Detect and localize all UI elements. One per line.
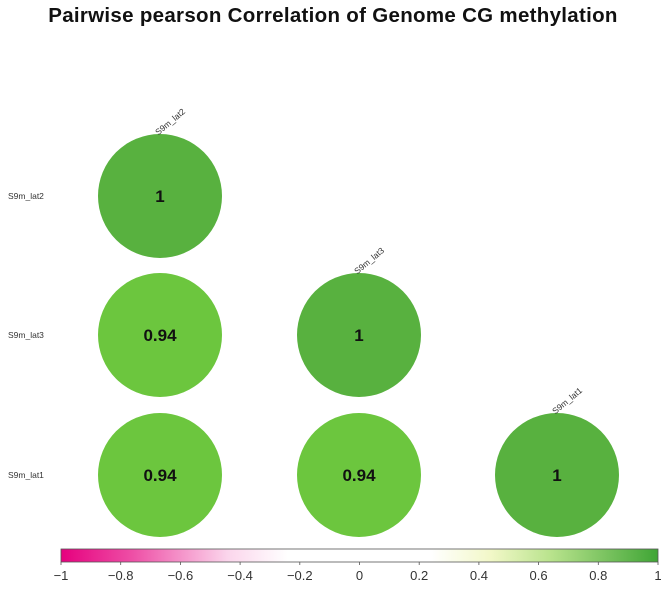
correlation-value-label: 0.94 xyxy=(143,466,177,485)
matrix-cells: 1 0.94 1 0.94 0.94 1 xyxy=(98,134,619,537)
correlation-circle xyxy=(297,413,421,537)
colorbar-tick-label: 1 xyxy=(654,568,661,583)
colorbar-tick-label: 0 xyxy=(356,568,363,583)
colorbar-gradient xyxy=(60,548,659,563)
colorbar-tick-label: 0.6 xyxy=(530,568,548,583)
colorbar-tick-label: 0.8 xyxy=(589,568,607,583)
colorbar-tick-label: −0.6 xyxy=(168,568,194,583)
correlation-value-label: 0.94 xyxy=(342,466,376,485)
correlation-circle xyxy=(98,413,222,537)
correlation-circle xyxy=(98,134,222,258)
correlation-circle xyxy=(98,273,222,397)
colorbar-tick-label: −0.4 xyxy=(227,568,253,583)
correlation-value-label: 1 xyxy=(354,326,363,345)
colorbar-tick-label: −1 xyxy=(54,568,69,583)
row-labels: S9m_lat2 S9m_lat3 S9m_lat1 xyxy=(8,191,44,480)
colorbar-ticks: −1 −0.8 −0.6 −0.4 −0.2 0 0.2 0.4 0.6 0.8 1 xyxy=(54,562,662,583)
correlation-value-label: 1 xyxy=(155,187,164,206)
column-label: S9m_lat3 xyxy=(352,245,386,276)
colorbar-tick-label: −0.2 xyxy=(287,568,313,583)
column-label: S9m_lat1 xyxy=(550,385,584,416)
colorbar xyxy=(60,548,659,563)
colorbar-tick-label: −0.8 xyxy=(108,568,134,583)
chart-title: Pairwise pearson Correlation of Genome C… xyxy=(48,4,618,27)
column-label: S9m_lat2 xyxy=(153,106,187,137)
row-label: S9m_lat2 xyxy=(8,191,44,201)
correlation-circle xyxy=(297,273,421,397)
row-label: S9m_lat1 xyxy=(8,470,44,480)
colorbar-tick-label: 0.2 xyxy=(410,568,428,583)
row-label: S9m_lat3 xyxy=(8,330,44,340)
colorbar-tick-label: 0.4 xyxy=(470,568,488,583)
correlation-value-label: 1 xyxy=(552,466,561,485)
correlation-value-label: 0.94 xyxy=(143,326,177,345)
correlation-circle xyxy=(495,413,619,537)
